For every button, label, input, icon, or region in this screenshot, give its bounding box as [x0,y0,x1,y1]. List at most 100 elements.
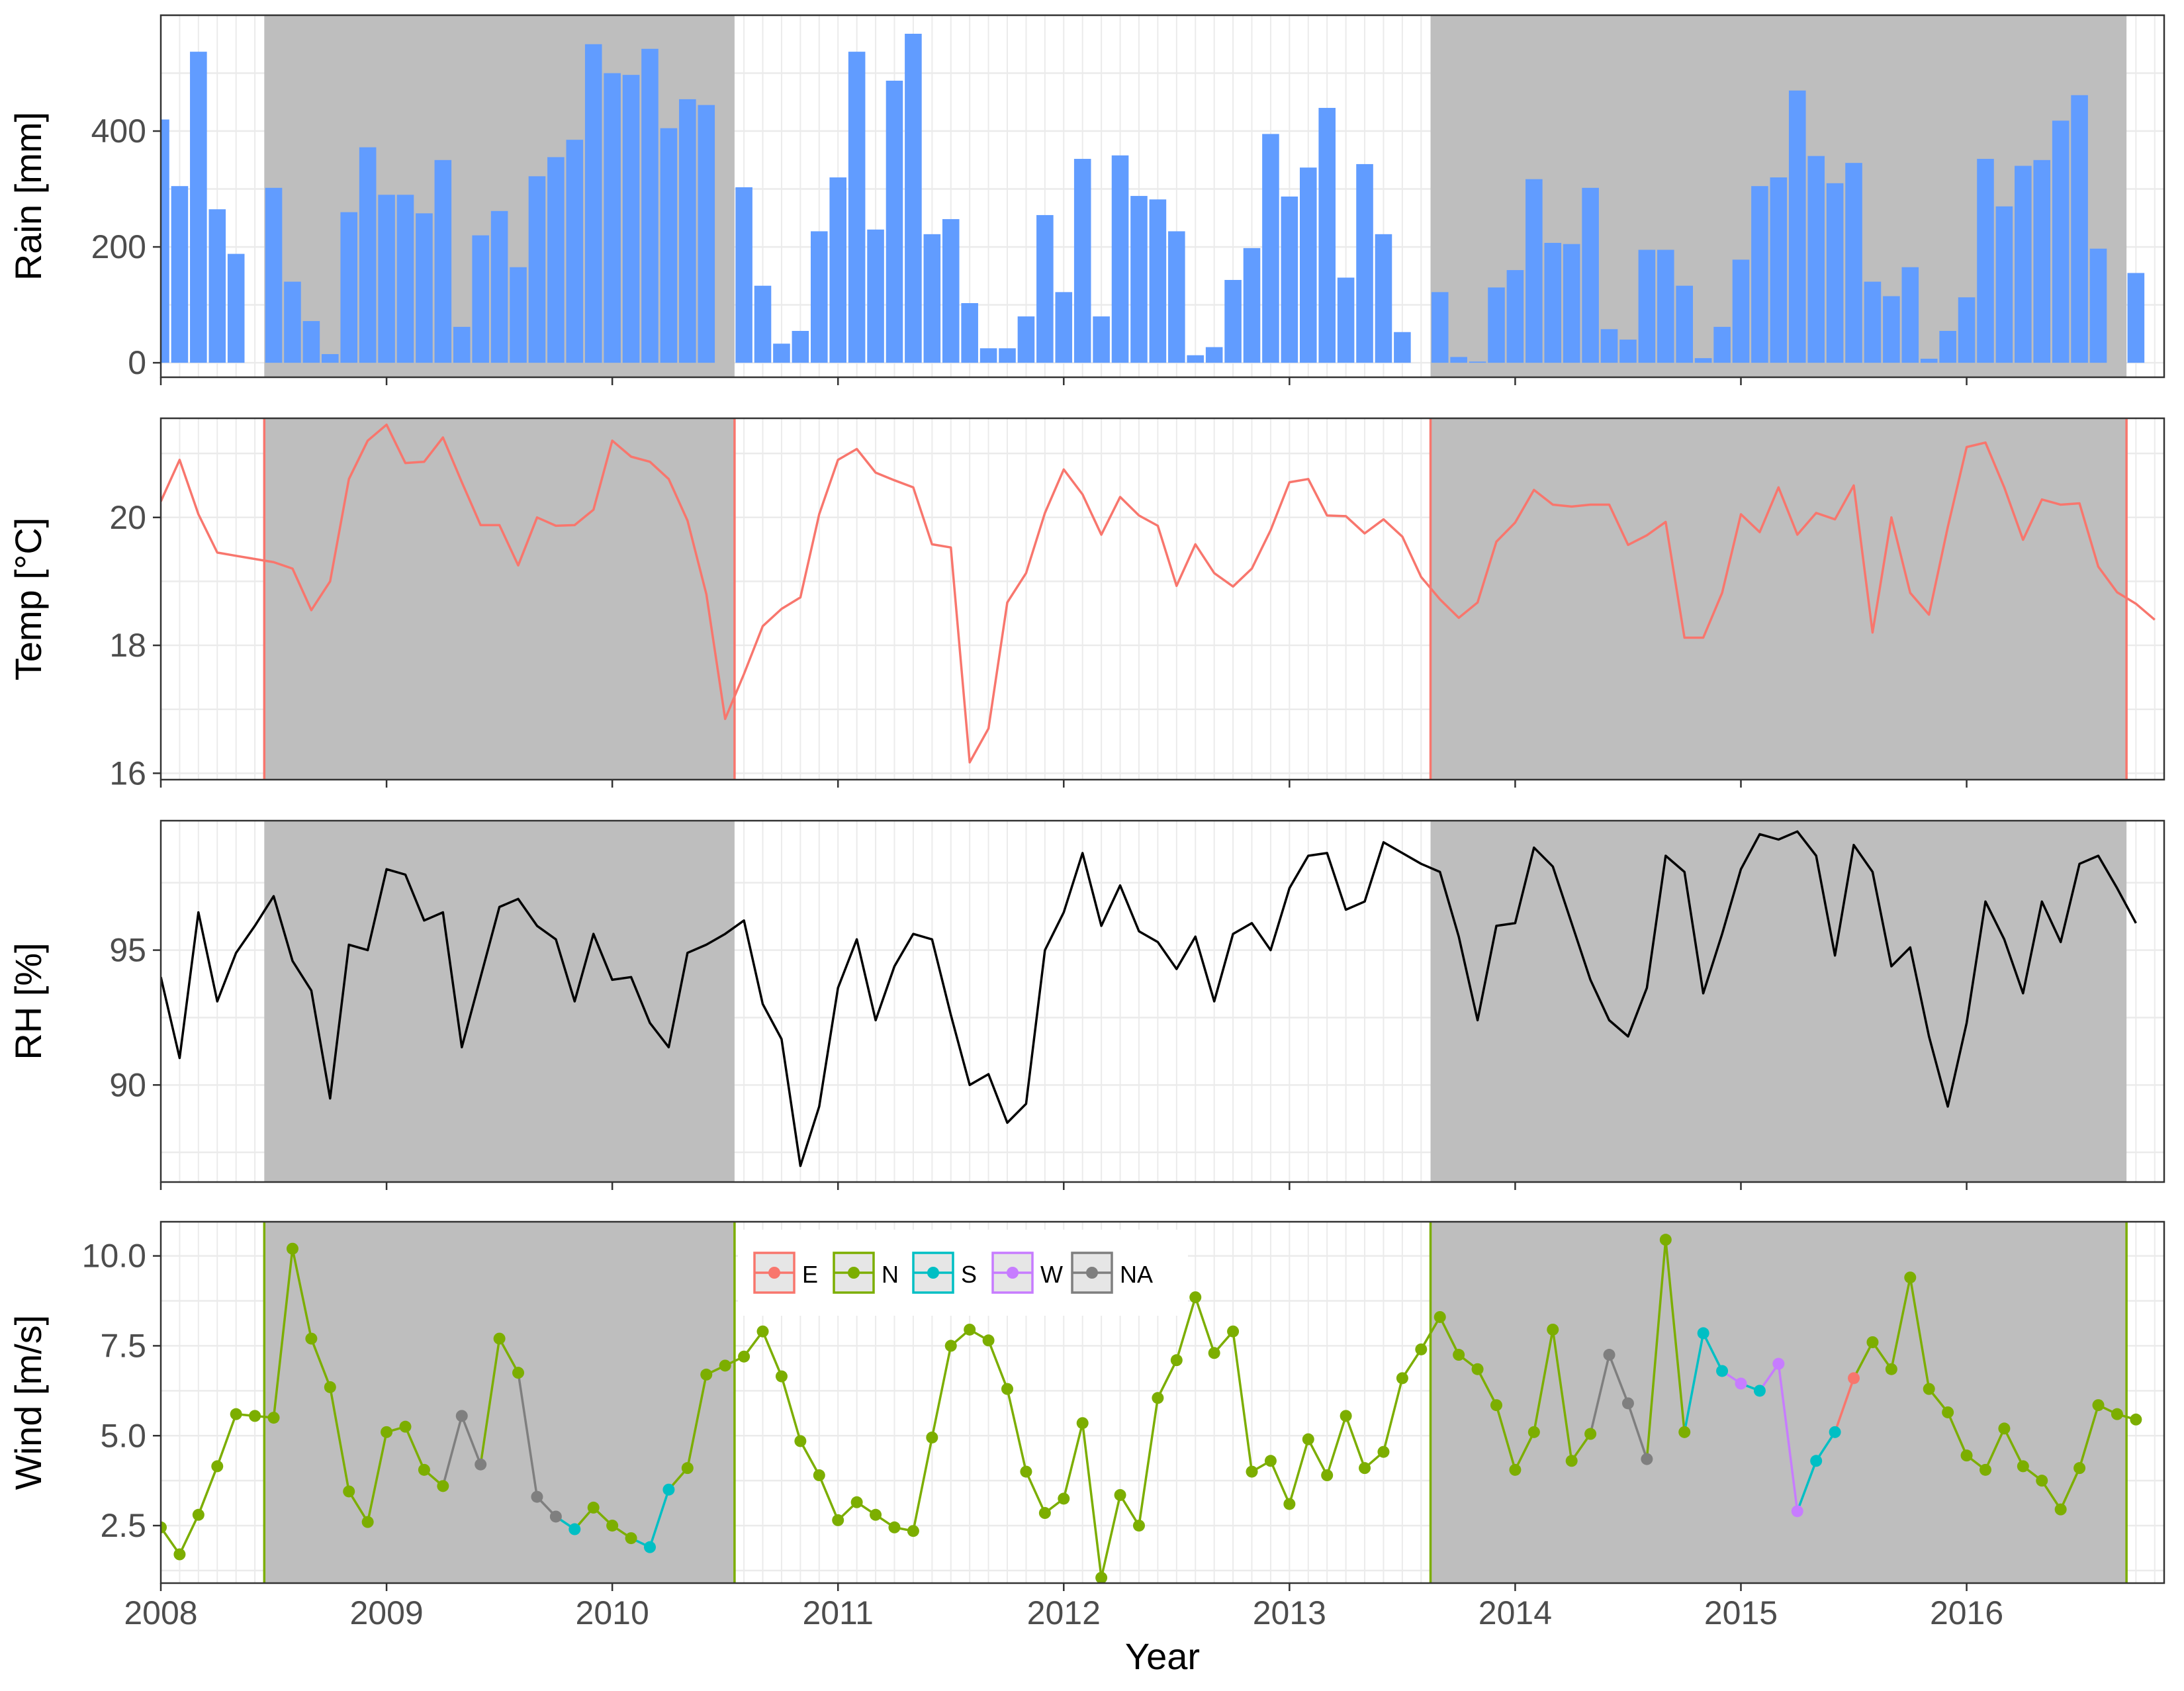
rain-bar [472,235,489,363]
wind-segment [1081,1422,1103,1579]
rain-bar [848,52,866,363]
wind-segment [404,1425,426,1471]
y-tick-label: 90 [109,1066,146,1103]
wind-point [1603,1349,1615,1361]
rain-bar [754,285,772,363]
rain-bar [1093,316,1110,363]
wind-segment [1438,1316,1460,1356]
wind-point [700,1368,713,1381]
rain-bar [227,253,245,363]
wind-segment [216,1412,238,1468]
data-layer [161,423,2156,764]
wind-point [643,1541,656,1553]
wind-point [1208,1347,1220,1359]
wind-point [1359,1462,1371,1475]
rain-bar [1732,259,1750,363]
legend-label: E [802,1261,818,1288]
rain-bar [1149,199,1167,363]
rain-bar [604,73,621,363]
wind-segment [649,1488,670,1549]
rain-bar [396,195,414,363]
wind-segment [347,1490,369,1524]
panel-0: 0 200 400 Rain [mm] [7,14,2165,385]
wind-segment [799,1440,821,1477]
wind-point [1904,1271,1917,1284]
y-tick-label: 10.0 [82,1238,146,1275]
wind-point [192,1508,205,1521]
rain-bar [1356,163,1373,363]
rain-bar [416,213,433,363]
legend-label: S [961,1261,977,1288]
y-tick-label: 18 [109,627,146,664]
wind-point [161,1521,167,1533]
rain-bar [1055,292,1073,363]
rain-bar [265,187,283,363]
wind-point [381,1426,393,1438]
shaded-period [264,1222,735,1583]
legend-key-point [1007,1267,1019,1279]
rain-bar [1694,358,1712,363]
wind-point [1152,1392,1164,1404]
rain-bar [1939,330,1956,363]
wind-point [1433,1310,1446,1323]
rain-bar [1281,196,1298,363]
wind-point [1829,1426,1841,1438]
wind-point [2092,1399,2105,1412]
legend-key-e [753,1252,796,1294]
wind-segment [1232,1330,1253,1473]
wind-point [1020,1465,1032,1478]
rain-bar [698,105,715,363]
wind-point [1170,1354,1183,1367]
wind-point [267,1412,280,1424]
rain-bar [1187,355,1205,363]
wind-point [1697,1327,1709,1340]
wind-point [2054,1503,2067,1516]
rain-bar [190,52,207,363]
wind-segment [441,1414,463,1488]
rain-bar [1582,187,1599,363]
y-axis-title: Temp [°C] [7,518,49,680]
wind-segment [517,1371,539,1498]
wind-point [2073,1462,2086,1475]
rain-bar [2033,160,2051,363]
wind-segment [1777,1362,1799,1513]
rain-bar [1488,287,1505,363]
wind-segment [1608,1353,1629,1405]
wind-segment [1194,1296,1216,1355]
rain-bar [1920,358,1938,363]
shaded-period [1430,1222,2127,1583]
panel-border [159,1220,2165,1584]
wind-point [1678,1426,1691,1438]
y-axis-title: RH [%] [7,942,49,1060]
wind-point [1283,1498,1296,1510]
rain-bar [302,321,320,363]
rain-bar [1807,156,1825,363]
y-tick-label: 0 [128,344,146,381]
wind-point [964,1323,976,1336]
rain-bar [979,348,997,363]
wind-segment [912,1436,934,1532]
rain-bar [1205,347,1223,363]
rain-bar [510,267,527,363]
rain-bar [1788,90,1806,363]
rain-bar [829,177,847,363]
rain-bar [378,195,395,363]
x-tick-label: 2016 [1930,1594,2003,1631]
wind-point [1584,1428,1597,1440]
rain-bar [1845,163,1862,363]
rain-bar [999,348,1016,363]
wind-point [2017,1460,2029,1473]
panel-border [159,417,2165,781]
rain-bar [434,160,452,363]
wind-segment [498,1337,520,1374]
rain-bar [1563,244,1580,363]
wind-segment [1627,1402,1649,1461]
wind-point [1979,1463,1991,1476]
rain-bar [1111,155,1129,363]
wind-segment [1495,1404,1517,1471]
wind-point [1641,1453,1653,1465]
wind-point [832,1514,844,1526]
rain-bar [1751,186,1768,363]
wind-point [1509,1463,1522,1476]
